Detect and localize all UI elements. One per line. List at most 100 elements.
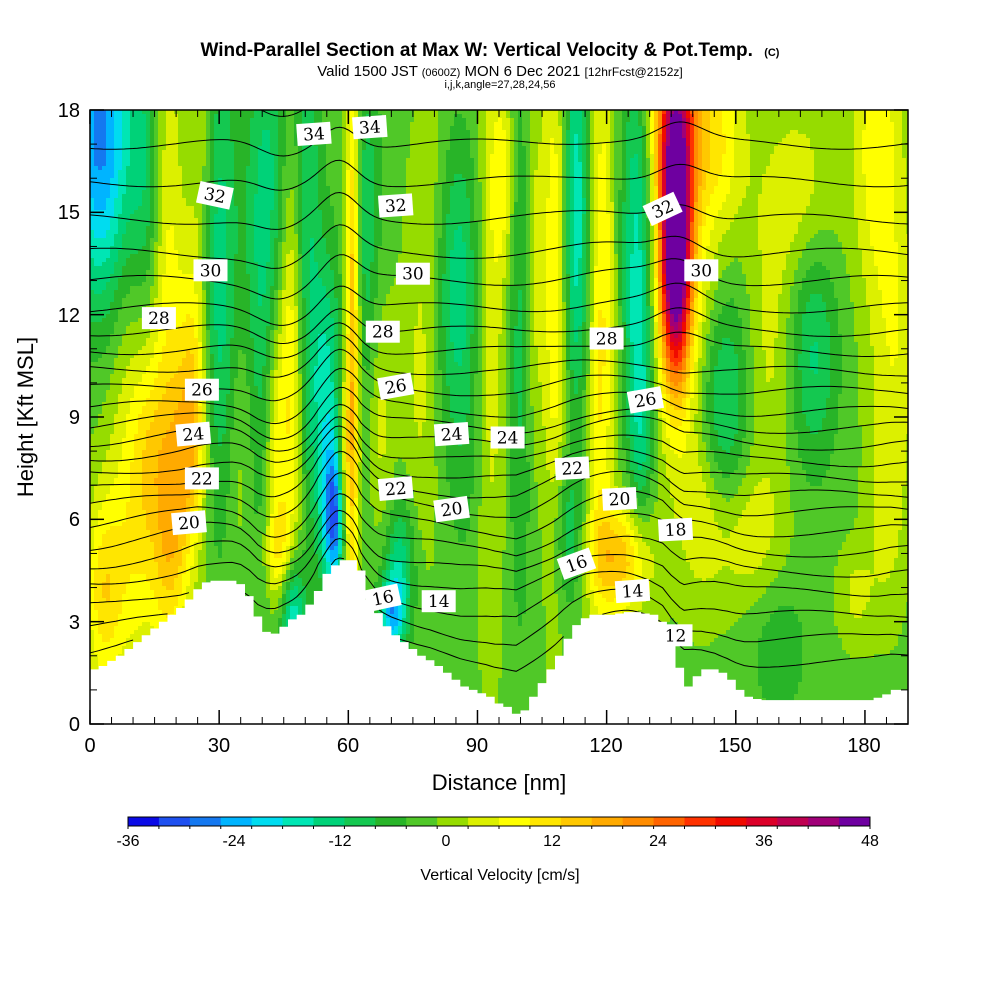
velocity-cell — [850, 142, 855, 147]
velocity-cell — [118, 166, 123, 171]
velocity-cell — [342, 122, 347, 127]
velocity-cell — [854, 146, 859, 151]
velocity-cell — [290, 194, 295, 199]
velocity-cell — [106, 150, 111, 155]
velocity-cell — [382, 150, 387, 155]
velocity-cell — [462, 122, 467, 127]
velocity-cell — [134, 198, 139, 203]
velocity-cell — [238, 206, 243, 211]
velocity-cell — [690, 130, 695, 135]
velocity-cell — [654, 182, 659, 187]
velocity-cell — [98, 162, 103, 167]
velocity-cell — [894, 174, 899, 179]
velocity-cell — [302, 114, 307, 119]
velocity-cell — [546, 194, 551, 199]
velocity-cell — [698, 190, 703, 195]
velocity-cell — [510, 182, 515, 187]
velocity-cell — [394, 130, 399, 135]
velocity-cell — [314, 198, 319, 203]
velocity-cell — [378, 186, 383, 191]
velocity-cell — [266, 126, 271, 131]
velocity-cell — [186, 118, 191, 123]
velocity-cell — [230, 126, 235, 131]
velocity-cell — [806, 170, 811, 175]
velocity-cell — [206, 118, 211, 123]
velocity-cell — [550, 182, 555, 187]
velocity-cell — [722, 138, 727, 143]
velocity-cell — [478, 190, 483, 195]
velocity-cell — [266, 194, 271, 199]
velocity-cell — [678, 158, 683, 163]
velocity-cell — [562, 178, 567, 183]
velocity-cell — [274, 146, 279, 151]
velocity-cell — [142, 114, 147, 119]
velocity-cell — [802, 150, 807, 155]
velocity-cell — [138, 154, 143, 159]
velocity-cell — [838, 186, 843, 191]
velocity-cell — [890, 166, 895, 171]
velocity-cell — [478, 198, 483, 203]
velocity-cell — [446, 130, 451, 135]
velocity-cell — [158, 170, 163, 175]
velocity-cell — [562, 146, 567, 151]
velocity-cell — [582, 166, 587, 171]
velocity-cell — [774, 194, 779, 199]
velocity-cell — [310, 118, 315, 123]
velocity-cell — [146, 154, 151, 159]
velocity-cell — [714, 158, 719, 163]
velocity-cell — [186, 170, 191, 175]
velocity-cell — [582, 146, 587, 151]
velocity-cell — [246, 138, 251, 143]
velocity-cell — [214, 138, 219, 143]
velocity-cell — [170, 178, 175, 183]
velocity-cell — [570, 162, 575, 167]
velocity-cell — [702, 142, 707, 147]
velocity-cell — [514, 190, 519, 195]
velocity-cell — [258, 198, 263, 203]
velocity-cell — [666, 126, 671, 131]
velocity-cell — [626, 154, 631, 159]
velocity-cell — [326, 182, 331, 187]
velocity-cell — [902, 118, 907, 123]
velocity-cell — [630, 194, 635, 199]
velocity-cell — [170, 114, 175, 119]
velocity-cell — [330, 118, 335, 123]
velocity-cell — [850, 150, 855, 155]
velocity-cell — [466, 150, 471, 155]
velocity-cell — [254, 134, 259, 139]
velocity-cell — [122, 126, 127, 131]
velocity-cell — [770, 190, 775, 195]
velocity-cell — [838, 150, 843, 155]
velocity-cell — [342, 166, 347, 171]
velocity-cell — [670, 142, 675, 147]
velocity-cell — [694, 178, 699, 183]
velocity-cell — [142, 206, 147, 211]
velocity-cell — [214, 150, 219, 155]
velocity-cell — [838, 134, 843, 139]
velocity-cell — [150, 158, 155, 163]
velocity-cell — [194, 158, 199, 163]
velocity-cell — [206, 142, 211, 147]
velocity-cell — [238, 146, 243, 151]
velocity-cell — [742, 166, 747, 171]
velocity-cell — [846, 134, 851, 139]
velocity-cell — [758, 162, 763, 167]
velocity-cell — [722, 150, 727, 155]
velocity-cell — [650, 114, 655, 119]
velocity-cell — [798, 158, 803, 163]
velocity-cell — [582, 182, 587, 187]
velocity-cell — [262, 194, 267, 199]
velocity-cell — [182, 174, 187, 179]
velocity-cell — [494, 194, 499, 199]
velocity-cell — [758, 134, 763, 139]
velocity-cell — [902, 154, 907, 159]
velocity-cell — [706, 154, 711, 159]
velocity-cell — [426, 198, 431, 203]
velocity-cell — [578, 126, 583, 131]
velocity-cell — [294, 198, 299, 203]
velocity-cell — [478, 146, 483, 151]
velocity-cell — [430, 198, 435, 203]
velocity-cell — [346, 146, 351, 151]
velocity-cell — [590, 134, 595, 139]
velocity-cell — [418, 146, 423, 151]
